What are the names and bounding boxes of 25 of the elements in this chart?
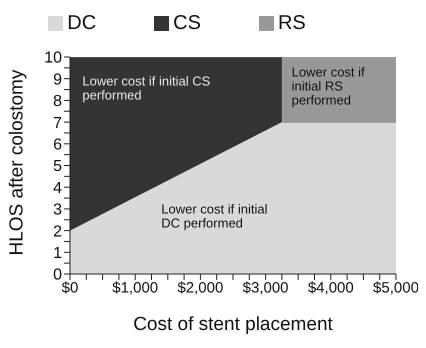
y-tick-label: 7 (53, 114, 62, 132)
x-tick-label: $4,000 (308, 280, 354, 297)
annotation: Lower cost if initial CS performed (82, 73, 211, 102)
x-axis-title: Cost of stent placement (133, 314, 334, 335)
y-tick-label: 10 (44, 50, 62, 67)
x-tick-label: $5,000 (373, 280, 419, 297)
y-tick-label: 1 (53, 244, 62, 262)
y-tick-label: 2 (53, 223, 62, 240)
y-tick-label: 0 (53, 266, 62, 284)
y-tick-label: 4 (53, 180, 62, 197)
annotation: Lower cost if initial RS performed (292, 64, 366, 108)
x-tick-label: $0 (62, 280, 78, 297)
y-tick-label: 8 (53, 93, 62, 110)
y-tick-label: 6 (53, 136, 62, 154)
y-tick-label: 9 (53, 71, 62, 88)
legend-label: RS (278, 12, 306, 34)
legend-label: CS (173, 12, 201, 34)
y-axis-title: HLOS after colostomy (6, 69, 28, 256)
legend-label: DC (67, 12, 96, 34)
x-tick-label: $1,000 (112, 280, 158, 297)
y-tick-label: 3 (53, 202, 62, 219)
x-tick-label: $3,000 (242, 280, 289, 297)
annotation: Lower cost if initial DC performed (161, 201, 268, 230)
x-tick-label: $2,000 (177, 280, 224, 297)
y-tick-label: 5 (53, 158, 62, 176)
